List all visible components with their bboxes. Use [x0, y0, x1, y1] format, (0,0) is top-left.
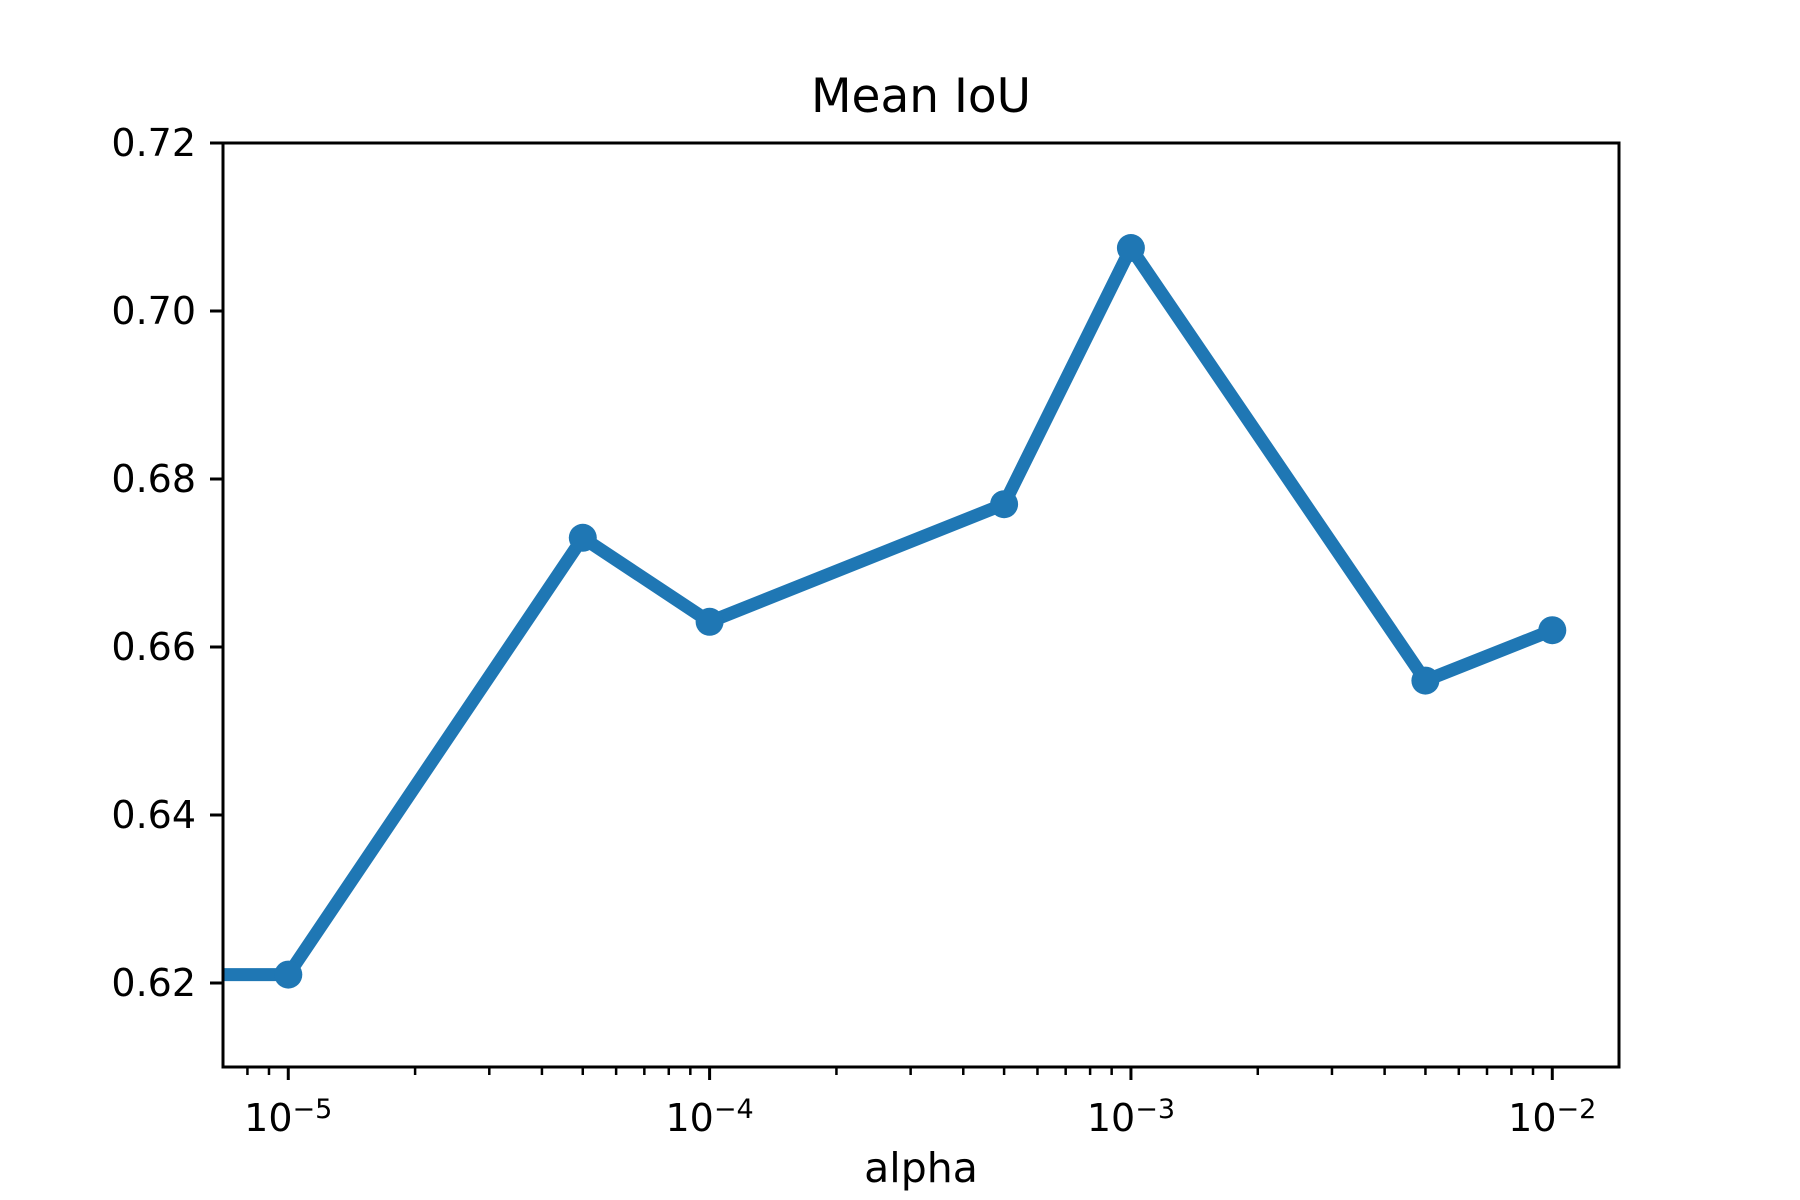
data-point-marker — [568, 523, 597, 552]
y-tick-label: 0.66 — [111, 625, 196, 669]
line-series-group — [223, 234, 1567, 989]
x-tick-base: 10 — [1086, 1096, 1136, 1140]
plot-frame — [221, 141, 1621, 1069]
data-point-marker — [1538, 616, 1567, 645]
x-tick-label: 10−4 — [666, 1089, 754, 1139]
line-series — [223, 241, 1555, 982]
x-tick-exponent: −2 — [1556, 1094, 1597, 1125]
data-point-marker — [1411, 666, 1440, 695]
x-tick-exponent: −5 — [292, 1094, 333, 1125]
x-tick-label: 10−2 — [1508, 1089, 1596, 1139]
x-tick-label: 10−3 — [1087, 1089, 1175, 1139]
y-tick-label: 0.68 — [111, 457, 196, 501]
axis-ticks — [210, 141, 1554, 1080]
y-tick-label: 0.70 — [111, 289, 196, 333]
data-point-marker — [274, 960, 303, 989]
y-tick-label: 0.62 — [111, 961, 196, 1005]
x-tick-exponent: −3 — [1135, 1094, 1176, 1125]
data-point-marker — [1116, 234, 1145, 262]
chart-title: Mean IoU — [810, 69, 1031, 124]
x-tick-base: 10 — [244, 1096, 293, 1140]
x-tick-base: 10 — [1508, 1096, 1557, 1140]
data-point-marker — [695, 607, 724, 636]
data-point-marker — [990, 490, 1019, 519]
y-tick-label: 0.72 — [111, 121, 196, 165]
x-tick-base: 10 — [665, 1096, 714, 1140]
x-tick-exponent: −4 — [713, 1094, 754, 1125]
y-tick-label: 0.64 — [111, 793, 196, 837]
x-axis-label: alpha — [864, 1144, 978, 1192]
x-tick-label: 10−5 — [244, 1089, 332, 1139]
